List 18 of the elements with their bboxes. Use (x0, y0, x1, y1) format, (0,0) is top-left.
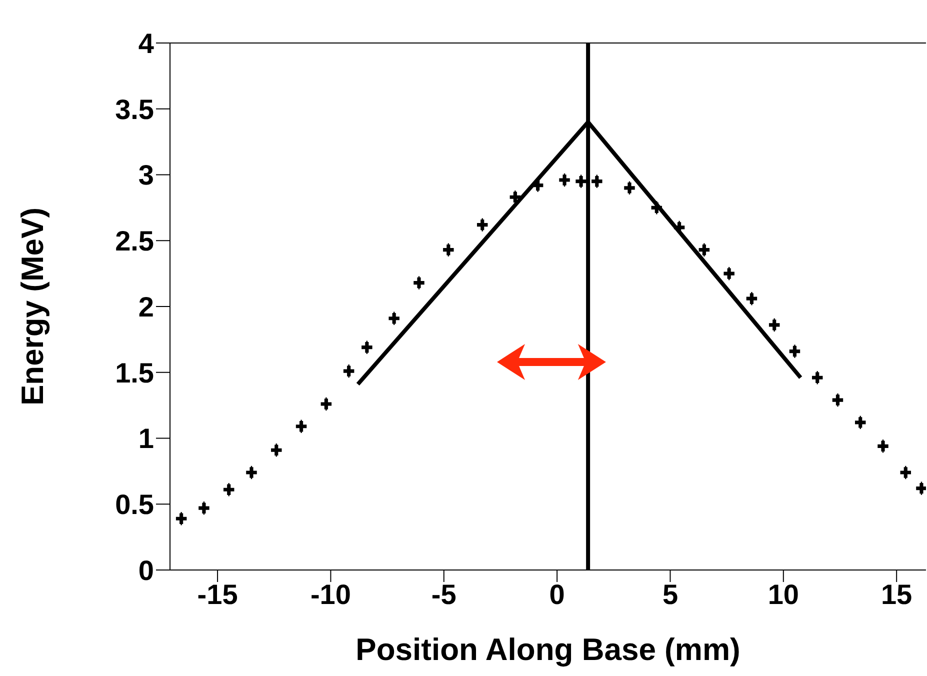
x-axis-title: Position Along Base (mm) (356, 632, 740, 667)
y-tick-label: 4 (138, 28, 154, 59)
x-tick-label: -5 (431, 578, 456, 610)
y-tick-label: 2.5 (115, 226, 154, 257)
x-tick-label: 15 (880, 578, 912, 610)
y-tick-label: 0 (138, 554, 154, 586)
y-tick-label: 0.5 (115, 489, 154, 520)
y-axis-title: Energy (MeV) (15, 207, 50, 406)
x-tick-label: -10 (310, 578, 351, 610)
x-tick-label: -15 (197, 578, 238, 610)
x-tick-label: 5 (662, 578, 678, 610)
x-tick-label: 0 (549, 578, 565, 610)
x-tick-label: 10 (768, 578, 799, 610)
y-tick-label: 1 (138, 423, 154, 454)
y-tick-label: 1.5 (115, 357, 154, 388)
y-tick-label: 3.5 (115, 94, 154, 125)
y-tick-label: 3 (138, 160, 154, 191)
y-tick-label: 2 (138, 291, 154, 322)
